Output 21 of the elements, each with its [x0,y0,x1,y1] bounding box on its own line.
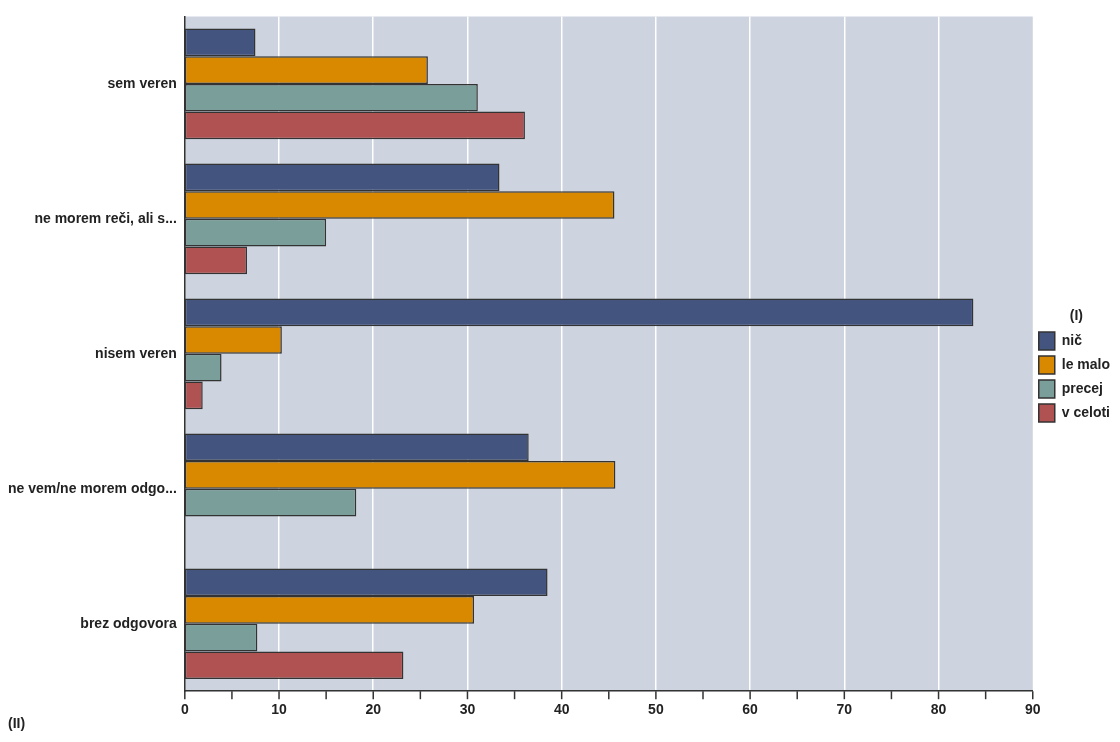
y-tick-label: ne vem/ne morem odgo... [7,479,177,496]
legend-label: precej [1061,379,1104,396]
y-axis-title: (II) [8,714,26,731]
x-tick-label: 30 [459,701,476,718]
x-tick-label: 70 [836,701,853,718]
x-tick-label: 90 [1024,701,1041,718]
x-tick-label: 50 [648,701,664,718]
legend-label: nič [1061,331,1083,348]
legend-label: le malo [1061,355,1111,372]
x-tick-label: 40 [553,701,570,718]
x-tick-label: 60 [742,701,759,718]
y-tick-label: brez odgovora [80,614,178,631]
y-tick-label: ne morem reči, ali s... [34,209,177,226]
x-tick-label: 20 [365,701,382,718]
x-tick-label: 0 [180,701,189,718]
y-tick-label: sem veren [107,74,177,91]
x-tick-label: 10 [271,701,288,718]
legend-label: v celoti [1061,403,1111,420]
x-tick-label: 80 [930,701,947,718]
legend-title: (I) [1069,306,1083,323]
y-tick-label: nisem veren [95,344,177,361]
